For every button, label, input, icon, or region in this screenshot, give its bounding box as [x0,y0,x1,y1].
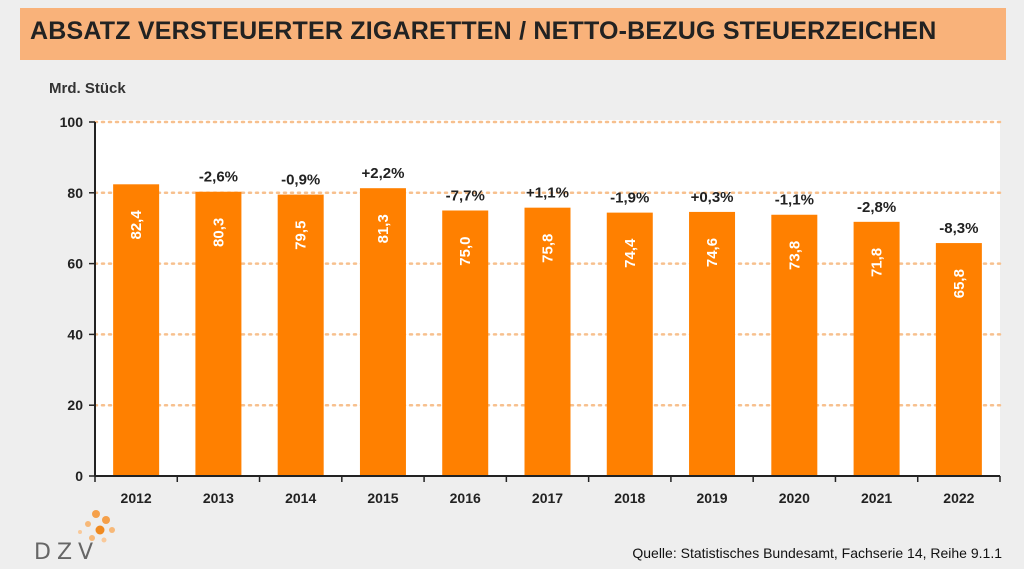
change-label: -2,8% [857,199,896,216]
bar-value-label: 80,3 [210,218,227,247]
x-tick-label: 2017 [532,490,563,506]
bar-value-label: 79,5 [293,221,310,250]
x-tick-label: 2018 [614,490,645,506]
bar [853,221,900,476]
chart-title: ABSATZ VERSTEUERTER ZIGARETTEN / NETTO-B… [30,17,937,45]
change-label: +2,2% [361,165,404,182]
title-bar [20,8,1006,60]
y-tick-label: 80 [67,185,83,201]
change-label: -7,7% [446,188,485,205]
y-tick-label: 100 [60,114,84,130]
x-tick-label: 2013 [203,490,234,506]
bar-value-label: 81,3 [375,214,392,243]
bar-value-label: 74,4 [622,238,639,268]
bar [113,184,160,476]
y-tick-label: 0 [75,468,83,484]
bar-value-label: 74,6 [704,238,721,267]
logo-dots-icon [78,510,115,543]
bar-value-label: 75,8 [540,234,557,263]
bar [442,210,489,476]
change-label: +1,1% [526,185,569,202]
change-label: -2,6% [199,169,238,186]
bar [359,188,406,476]
x-tick-label: 2012 [121,490,152,506]
bar-value-label: 65,8 [951,269,968,298]
bar-value-label: 71,8 [869,248,886,277]
source-note: Quelle: Statistisches Bundesamt, Fachser… [632,545,1002,561]
change-label: -1,1% [775,192,814,209]
x-tick-label: 2020 [779,490,810,506]
x-tick-label: 2016 [450,490,481,506]
bar [524,207,571,476]
x-tick-label: 2014 [285,490,316,506]
bar [935,243,982,476]
y-tick-label: 40 [67,326,83,342]
x-tick-label: 2019 [696,490,727,506]
bar [195,191,242,476]
change-label: -8,3% [939,220,978,237]
x-tick-label: 2022 [943,490,974,506]
dzv-logo: DZV [34,510,134,565]
y-tick-label: 20 [67,397,83,413]
change-label: -0,9% [281,172,320,189]
y-axis-label: Mrd. Stück [49,80,126,97]
bar [689,211,736,476]
x-tick-label: 2021 [861,490,892,506]
bar-value-label: 82,4 [128,210,145,240]
bar [277,194,324,476]
bar [771,214,818,477]
bar-value-label: 75,0 [457,237,474,266]
change-label: -1,9% [610,190,649,207]
bar-value-label: 73,8 [786,241,803,270]
logo-text: DZV [34,540,100,565]
bar [606,212,653,476]
y-tick-label: 60 [67,256,83,272]
change-label: +0,3% [691,189,734,206]
x-tick-label: 2015 [367,490,398,506]
